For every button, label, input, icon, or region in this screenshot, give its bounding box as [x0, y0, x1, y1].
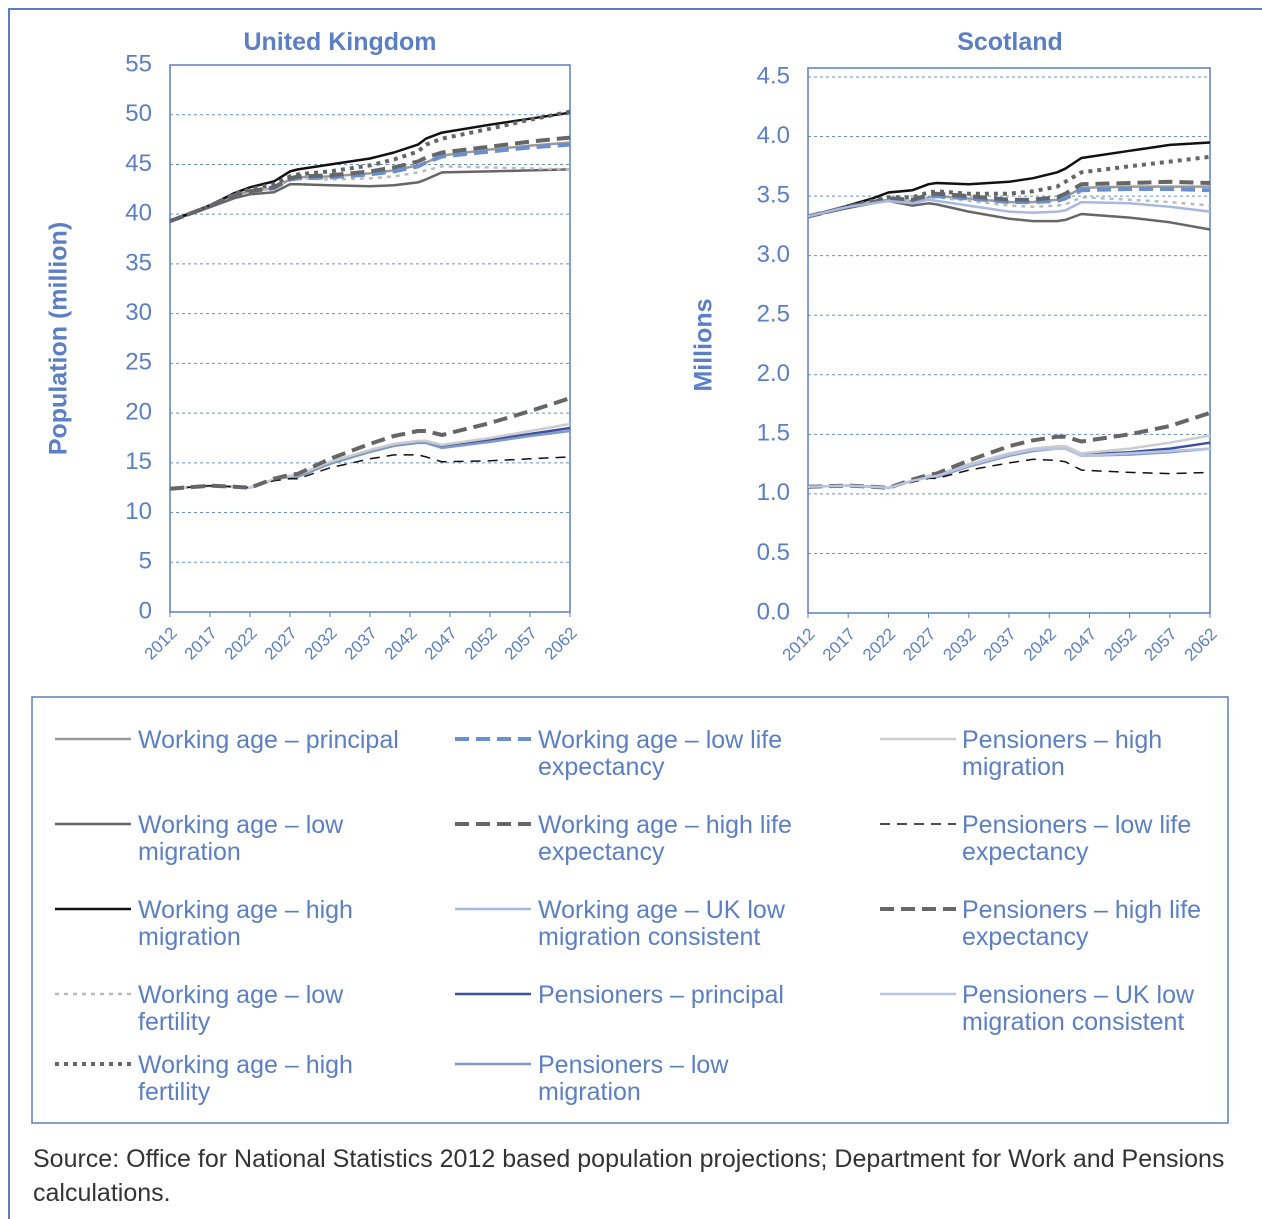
x-tick-label: 2062	[1181, 624, 1221, 664]
x-tick-label: 2012	[141, 623, 181, 663]
x-tick-label: 2027	[261, 623, 301, 663]
y-tick-label: 45	[125, 150, 152, 177]
legend-label: Working age – high life expectancy	[538, 811, 792, 866]
x-tick-label: 2037	[980, 624, 1020, 664]
y-tick-label: 25	[125, 349, 152, 376]
y-tick-label: 40	[125, 200, 152, 227]
y-tick-label: 20	[125, 398, 152, 425]
x-tick-label: 2047	[1060, 624, 1100, 664]
y-tick-label: 0.0	[757, 598, 790, 625]
x-tick-label: 2032	[301, 623, 341, 663]
x-tick-label: 2042	[1020, 624, 1060, 664]
series-line	[807, 179, 1211, 219]
y-tick-label: 2.5	[757, 301, 790, 328]
y-tick-label: 2.0	[757, 360, 790, 387]
y-tick-label: 1.5	[757, 420, 790, 447]
y-tick-label: 30	[125, 299, 152, 326]
series-line	[169, 141, 571, 223]
y-tick-label: 55	[125, 50, 152, 77]
legend-label: Working age – high fertility	[138, 1051, 353, 1106]
x-tick-label: 2032	[939, 624, 979, 664]
series-line	[807, 434, 1211, 490]
legend-label: Pensioners – UK low migration consistent	[962, 981, 1195, 1036]
series-line	[169, 396, 571, 491]
legend-label: Working age – high migration	[138, 896, 353, 951]
series-line	[807, 198, 1211, 218]
legend-label: Working age – low fertility	[138, 981, 344, 1036]
series-line	[169, 454, 571, 490]
x-tick-label: 2037	[341, 623, 381, 663]
x-tick-label: 2027	[899, 624, 939, 664]
x-tick-label: 2052	[1100, 624, 1140, 664]
x-tick-label: 2042	[381, 623, 421, 663]
x-tick-label: 2057	[501, 623, 541, 663]
legend-label: Working age – UK low migration consisten…	[538, 896, 785, 951]
series-line	[169, 111, 571, 223]
x-tick-label: 2047	[421, 623, 461, 663]
series-line	[169, 142, 571, 223]
y-tick-label: 4.0	[757, 122, 790, 149]
chart-title: United Kingdom	[243, 28, 436, 56]
outer-frame	[8, 8, 1262, 1219]
y-tick-label: 0.5	[757, 539, 790, 566]
legend-label: Pensioners – high life expectancy	[962, 896, 1202, 951]
x-tick-label: 2012	[779, 624, 819, 664]
source-note: Source: Office for National Statistics 2…	[33, 1145, 1225, 1207]
x-tick-label: 2017	[819, 624, 859, 664]
legend-label: Pensioners – low migration	[538, 1051, 729, 1106]
series-line	[169, 135, 571, 223]
plot-frame	[169, 64, 571, 613]
legend-label: Pensioners – high migration	[962, 726, 1163, 781]
series-line	[807, 441, 1211, 490]
x-tick-label: 2057	[1140, 624, 1180, 664]
y-tick-label: 35	[125, 249, 152, 276]
y-tick-label: 4.5	[757, 62, 790, 89]
chart-title: Scotland	[957, 28, 1063, 56]
y-axis-label: Millions	[690, 298, 718, 391]
x-tick-label: 2062	[541, 623, 581, 663]
legend-label: Pensioners – low life expectancy	[962, 811, 1192, 866]
y-tick-label: 10	[125, 498, 152, 525]
plot-frame	[807, 67, 1211, 614]
y-tick-label: 1.0	[757, 479, 790, 506]
series-line	[169, 168, 571, 223]
legend-frame	[31, 696, 1229, 1124]
legend-label: Working age – low migration	[138, 811, 344, 866]
legend-label: Pensioners – principal	[538, 981, 784, 1009]
legend-label: Working age – principal	[138, 726, 399, 754]
series-line	[169, 109, 571, 223]
y-tick-label: 50	[125, 100, 152, 127]
y-tick-label: 15	[125, 448, 152, 475]
series-line	[807, 458, 1211, 489]
y-tick-label: 0	[139, 597, 152, 624]
y-tick-label: 3.5	[757, 181, 790, 208]
y-tick-label: 5	[139, 548, 152, 575]
series-line	[807, 141, 1211, 218]
y-axis-label: Population (million)	[45, 222, 73, 455]
series-line	[807, 447, 1211, 490]
x-tick-label: 2022	[221, 623, 261, 663]
legend-label: Working age – low life expectancy	[538, 726, 783, 781]
series-line	[169, 422, 571, 490]
x-tick-label: 2052	[461, 623, 501, 663]
y-tick-label: 3.0	[757, 241, 790, 268]
x-tick-label: 2022	[859, 624, 899, 664]
x-tick-label: 2017	[181, 623, 221, 663]
